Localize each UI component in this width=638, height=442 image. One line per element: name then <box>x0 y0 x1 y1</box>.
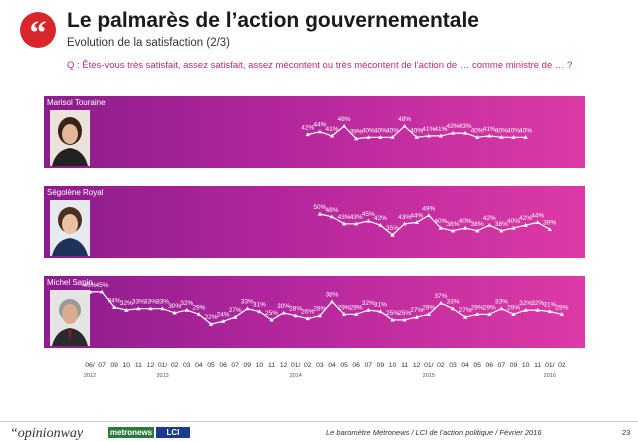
x-tick-label: 10 <box>522 362 530 369</box>
page-subtitle: Evolution de la satisfaction (2/3) <box>67 37 231 49</box>
x-tick-label: 01/ <box>291 362 301 369</box>
x-tick-label: 07 <box>365 362 373 369</box>
x-tick-label: 11 <box>401 362 408 369</box>
x-tick-label: 09 <box>110 362 118 369</box>
x-tick-label: 01/ <box>545 362 555 369</box>
series-label: Michel Sapin <box>47 278 93 287</box>
series-label: Marisol Touraine <box>47 98 106 107</box>
x-tick-label: 11 <box>534 362 541 369</box>
page-number: 23 <box>622 428 631 437</box>
panel-michel-sapin: Michel Sapin <box>44 276 585 348</box>
x-tick-label: 02 <box>437 362 445 369</box>
x-tick-label: 01/ <box>424 362 434 369</box>
series-label: Ségolène Royal <box>47 188 104 197</box>
x-tick-label: 04 <box>461 362 469 369</box>
year-label: 2015 <box>423 373 435 379</box>
x-tick-label: 06/ <box>85 362 95 369</box>
metronews-logo: metronews <box>108 427 154 438</box>
x-tick-label: 01/ <box>158 362 168 369</box>
x-tick-label: 10 <box>123 362 131 369</box>
portrait-segolene-royal-icon <box>50 200 90 256</box>
x-tick-label: 05 <box>207 362 215 369</box>
opinionway-logo: “opinionway <box>10 426 84 441</box>
x-tick-label: 06 <box>486 362 494 369</box>
x-tick-label: 11 <box>268 362 275 369</box>
x-tick-label: 10 <box>256 362 264 369</box>
x-tick-label: 06 <box>352 362 360 369</box>
x-tick-label: 04 <box>195 362 203 369</box>
x-tick-label: 07 <box>231 362 239 369</box>
x-tick-label: 03 <box>183 362 191 369</box>
x-tick-label: 11 <box>135 362 142 369</box>
survey-question: Q : Êtes-vous très satisfait, assez sati… <box>67 60 573 71</box>
x-tick-label: 12 <box>413 362 421 369</box>
x-tick-label: 07 <box>498 362 506 369</box>
x-tick-label: 12 <box>147 362 155 369</box>
x-tick-label: 09 <box>510 362 518 369</box>
x-tick-label: 02 <box>171 362 179 369</box>
x-tick-label: 09 <box>377 362 385 369</box>
x-tick-label: 12 <box>280 362 288 369</box>
x-tick-label: 06 <box>219 362 227 369</box>
x-tick-label: 02 <box>304 362 312 369</box>
panel-segolene-royal: Ségolène Royal <box>44 186 585 258</box>
x-tick-label: 03 <box>449 362 457 369</box>
year-label: 2013 <box>156 373 168 379</box>
x-tick-label: 03 <box>316 362 324 369</box>
year-label: 2012 <box>84 373 96 379</box>
x-tick-label: 09 <box>244 362 252 369</box>
year-label: 2016 <box>544 373 556 379</box>
page-title: Le palmarès de l’action gouvernementale <box>67 9 479 32</box>
panel-marisol-touraine: Marisol Touraine <box>44 96 585 168</box>
x-tick-label: 05 <box>473 362 481 369</box>
x-tick-label: 02 <box>558 362 566 369</box>
portrait-michel-sapin-icon <box>50 290 90 346</box>
x-tick-label: 07 <box>98 362 106 369</box>
portrait-marisol-touraine-icon <box>50 110 90 166</box>
lci-logo: LCI <box>156 427 190 438</box>
footer-divider <box>0 421 638 422</box>
x-tick-label: 04 <box>328 362 336 369</box>
x-tick-label: 05 <box>340 362 348 369</box>
year-label: 2014 <box>290 373 302 379</box>
x-tick-label: 10 <box>389 362 397 369</box>
footer-source: Le baromètre Metronews / LCI de l’action… <box>326 428 542 437</box>
quote-logo-icon: “ <box>20 12 56 52</box>
